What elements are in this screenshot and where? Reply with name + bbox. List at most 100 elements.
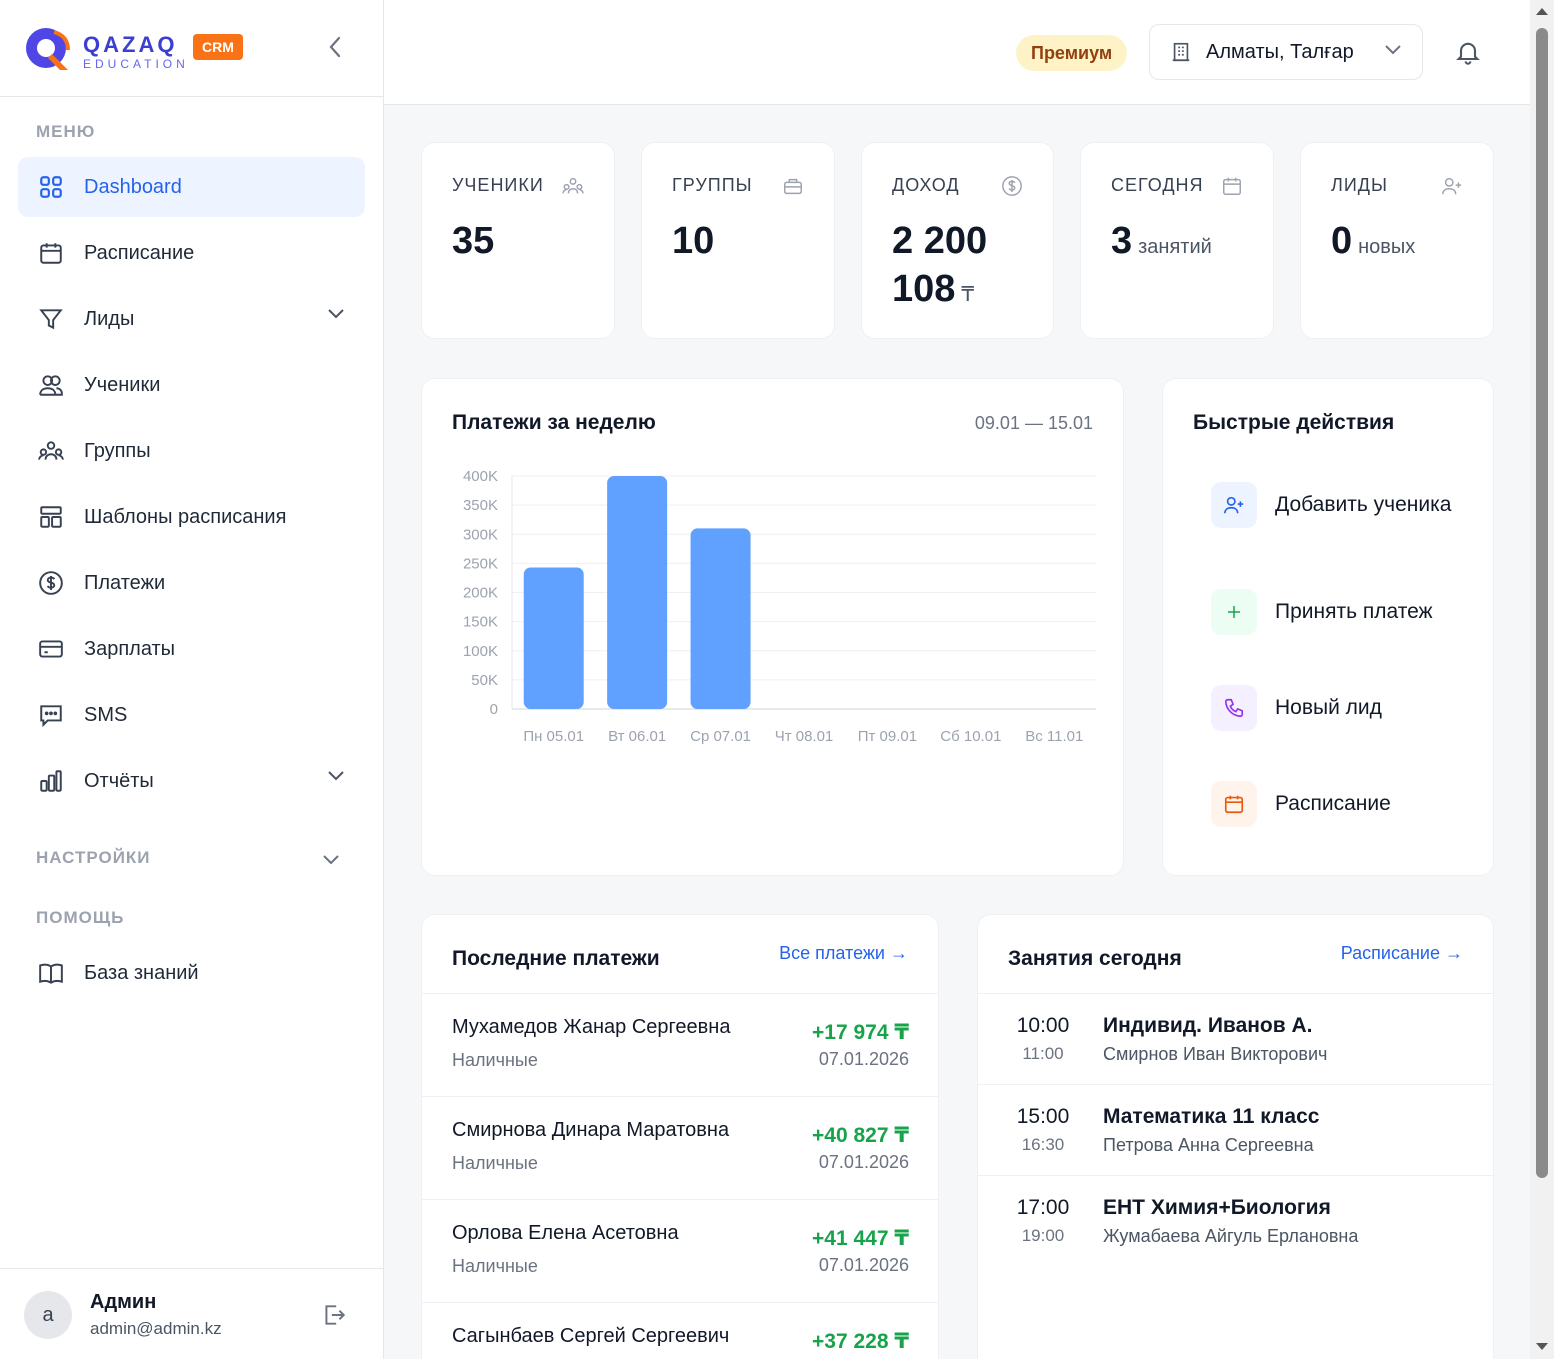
payment-date: 07.01.2026 bbox=[818, 1255, 909, 1275]
logout-icon[interactable] bbox=[320, 1302, 348, 1328]
briefcase-icon bbox=[784, 178, 802, 195]
top-header: Премиум Алматы, Талғар bbox=[384, 0, 1530, 105]
phone-icon bbox=[1211, 685, 1257, 731]
sidebar-item-dashboard[interactable]: Dashboard bbox=[18, 157, 365, 217]
user-block: a Админ admin@admin.kz bbox=[0, 1268, 383, 1359]
payment-amount: +37 228 ₸ bbox=[812, 1330, 909, 1353]
page-scrollbar[interactable] bbox=[1530, 0, 1554, 1359]
settings-section-label[interactable]: НАСТРОЙКИ bbox=[36, 848, 151, 867]
table-row[interactable]: Орлова Елена Асетовна Наличные +41 447 ₸… bbox=[422, 1199, 939, 1302]
stat-number: 3 bbox=[1111, 220, 1133, 262]
calendar-icon bbox=[36, 238, 66, 268]
recent-payments-card: Последние платежи Все платежи → Мухамедо… bbox=[421, 914, 939, 1359]
schedule-link[interactable]: Расписание → bbox=[1340, 943, 1463, 963]
stat-unit: новых bbox=[1358, 236, 1416, 258]
stat-card-students[interactable]: УЧЕНИКИ 35 bbox=[421, 142, 615, 339]
sidebar-item-leads[interactable]: Лиды bbox=[18, 289, 365, 349]
sidebar-item-salaries[interactable]: Зарплаты bbox=[18, 619, 365, 679]
stat-card-today[interactable]: СЕГОДНЯ 3 занятий bbox=[1080, 142, 1274, 339]
chart-bar bbox=[690, 528, 751, 709]
brand-name: QAZAQ bbox=[83, 32, 178, 57]
quick-action-label: Расписание bbox=[1275, 792, 1391, 815]
schedule-action[interactable]: Расписание bbox=[1211, 781, 1391, 827]
x-tick-label: Вс 11.01 bbox=[1025, 728, 1083, 745]
wallet-icon bbox=[36, 634, 66, 664]
logo-row: QAZAQ EDUCATION CRM bbox=[0, 0, 383, 97]
chevron-down-icon bbox=[328, 771, 344, 781]
bell-icon[interactable] bbox=[1454, 38, 1482, 66]
x-tick-label: Вт 06.01 bbox=[608, 728, 666, 745]
help-section-label: ПОМОЩЬ bbox=[36, 908, 125, 927]
lessons-today-title: Занятия сегодня bbox=[1008, 947, 1182, 970]
user-email: admin@admin.kz bbox=[90, 1319, 222, 1338]
stat-number: 0 bbox=[1331, 220, 1353, 262]
stat-label: ЛИДЫ bbox=[1331, 175, 1388, 195]
new-lead-action[interactable]: Новый лид bbox=[1211, 685, 1382, 731]
sidebar-item-groups[interactable]: Группы bbox=[18, 421, 365, 481]
message-icon bbox=[36, 700, 66, 730]
accept-payment-action[interactable]: Принять платеж bbox=[1211, 589, 1433, 635]
table-row[interactable]: Мухамедов Жанар Сергеевна Наличные +17 9… bbox=[422, 993, 939, 1096]
stat-unit: занятий bbox=[1138, 236, 1212, 258]
lesson-teacher: Смирнов Иван Викторович bbox=[1103, 1044, 1328, 1064]
sidebar-item-schedule[interactable]: Расписание bbox=[18, 223, 365, 283]
scroll-thumb[interactable] bbox=[1536, 28, 1548, 1178]
stat-unit: ₸ bbox=[961, 284, 975, 306]
chevron-down-icon bbox=[328, 309, 344, 319]
table-row[interactable]: Смирнова Динара Маратовна Наличные +40 8… bbox=[422, 1096, 939, 1199]
sidebar-item-label: Dashboard bbox=[84, 175, 182, 198]
sidebar-item-sms[interactable]: SMS bbox=[18, 685, 365, 745]
chevron-down-icon[interactable] bbox=[322, 853, 340, 865]
y-tick-label: 350K bbox=[463, 497, 498, 514]
scroll-down-arrow-icon[interactable] bbox=[1536, 1343, 1548, 1350]
x-tick-label: Пт 09.01 bbox=[858, 728, 917, 745]
table-row[interactable]: Сагынбаев Сергей Сергеевич +37 228 ₸ bbox=[422, 1302, 939, 1359]
list-item[interactable]: 10:00 11:00 Индивид. Иванов А. Смирнов И… bbox=[978, 993, 1494, 1084]
stat-card-leads[interactable]: ЛИДЫ 0 новых bbox=[1300, 142, 1494, 339]
city-select[interactable]: Алматы, Талғар bbox=[1149, 24, 1423, 80]
weekly-payments-card: Платежи за неделю 09.01 — 15.01 0 50K 100K… bbox=[421, 378, 1124, 876]
x-tick-label: Ср 07.01 bbox=[690, 728, 751, 745]
stat-value: 3 занятий bbox=[1111, 217, 1212, 271]
sidebar-item-payments[interactable]: Платежи bbox=[18, 553, 365, 613]
stat-number: 10 bbox=[672, 220, 715, 262]
chart-bar bbox=[523, 567, 584, 709]
list-item[interactable]: 15:00 16:30 Математика 11 класс Петрова … bbox=[978, 1084, 1494, 1175]
scroll-up-arrow-icon[interactable] bbox=[1536, 8, 1548, 15]
stat-label: ДОХОД bbox=[892, 175, 960, 195]
payment-method: Наличные bbox=[452, 1050, 538, 1070]
stat-value: 35 bbox=[452, 217, 592, 265]
lesson-teacher: Жумабаева Айгуль Ерлановна bbox=[1103, 1226, 1359, 1246]
lesson-end-time: 11:00 bbox=[1022, 1044, 1064, 1063]
all-payments-link[interactable]: Все платежи → bbox=[779, 943, 908, 963]
lesson-end-time: 19:00 bbox=[1021, 1226, 1065, 1245]
lesson-title: Математика 11 класс bbox=[1103, 1105, 1320, 1128]
add-student-action[interactable]: Добавить ученика bbox=[1211, 482, 1461, 528]
sidebar-item-label: Отчёты bbox=[84, 769, 154, 792]
lessons-today-card: Занятия сегодня Расписание → 10:00 11:00… bbox=[977, 914, 1494, 1359]
lesson-teacher: Петрова Анна Сергеевна bbox=[1103, 1135, 1314, 1155]
avatar[interactable]: a bbox=[24, 1291, 72, 1339]
y-tick-label: 150K bbox=[463, 614, 498, 631]
calendar-icon bbox=[1223, 177, 1241, 195]
sidebar-item-reports[interactable]: Отчёты bbox=[18, 751, 365, 811]
sidebar: QAZAQ EDUCATION CRM МЕНЮ Dashboard Распи… bbox=[0, 0, 384, 1359]
chart-title: Платежи за неделю bbox=[452, 411, 656, 434]
payment-method: Наличные bbox=[452, 1256, 538, 1276]
sidebar-item-templates[interactable]: Шаблоны расписания bbox=[18, 487, 365, 547]
y-tick-label: 50K bbox=[471, 672, 498, 689]
quick-actions-title: Быстрые действия bbox=[1193, 411, 1395, 434]
stat-card-groups[interactable]: ГРУППЫ 10 bbox=[641, 142, 835, 339]
list-item[interactable]: 17:00 19:00 ЕНТ Химия+Биология Жумабаева… bbox=[978, 1175, 1494, 1266]
sidebar-item-label: Шаблоны расписания bbox=[84, 505, 287, 528]
sidebar-item-label: Платежи bbox=[84, 571, 166, 594]
quick-action-label: Добавить ученика bbox=[1275, 493, 1452, 516]
payment-amount: +17 974 ₸ bbox=[812, 1021, 909, 1044]
dollar-icon bbox=[1002, 176, 1022, 196]
sidebar-item-knowledge-base[interactable]: База знаний bbox=[18, 943, 365, 1003]
sidebar-item-students[interactable]: Ученики bbox=[18, 355, 365, 415]
lesson-start-time: 10:00 bbox=[1016, 1014, 1070, 1037]
stat-card-income[interactable]: ДОХОД 2 200 108 ₸ bbox=[861, 142, 1054, 339]
collapse-sidebar-button[interactable] bbox=[322, 34, 348, 60]
payer-name: Смирнова Динара Маратовна bbox=[452, 1119, 730, 1141]
